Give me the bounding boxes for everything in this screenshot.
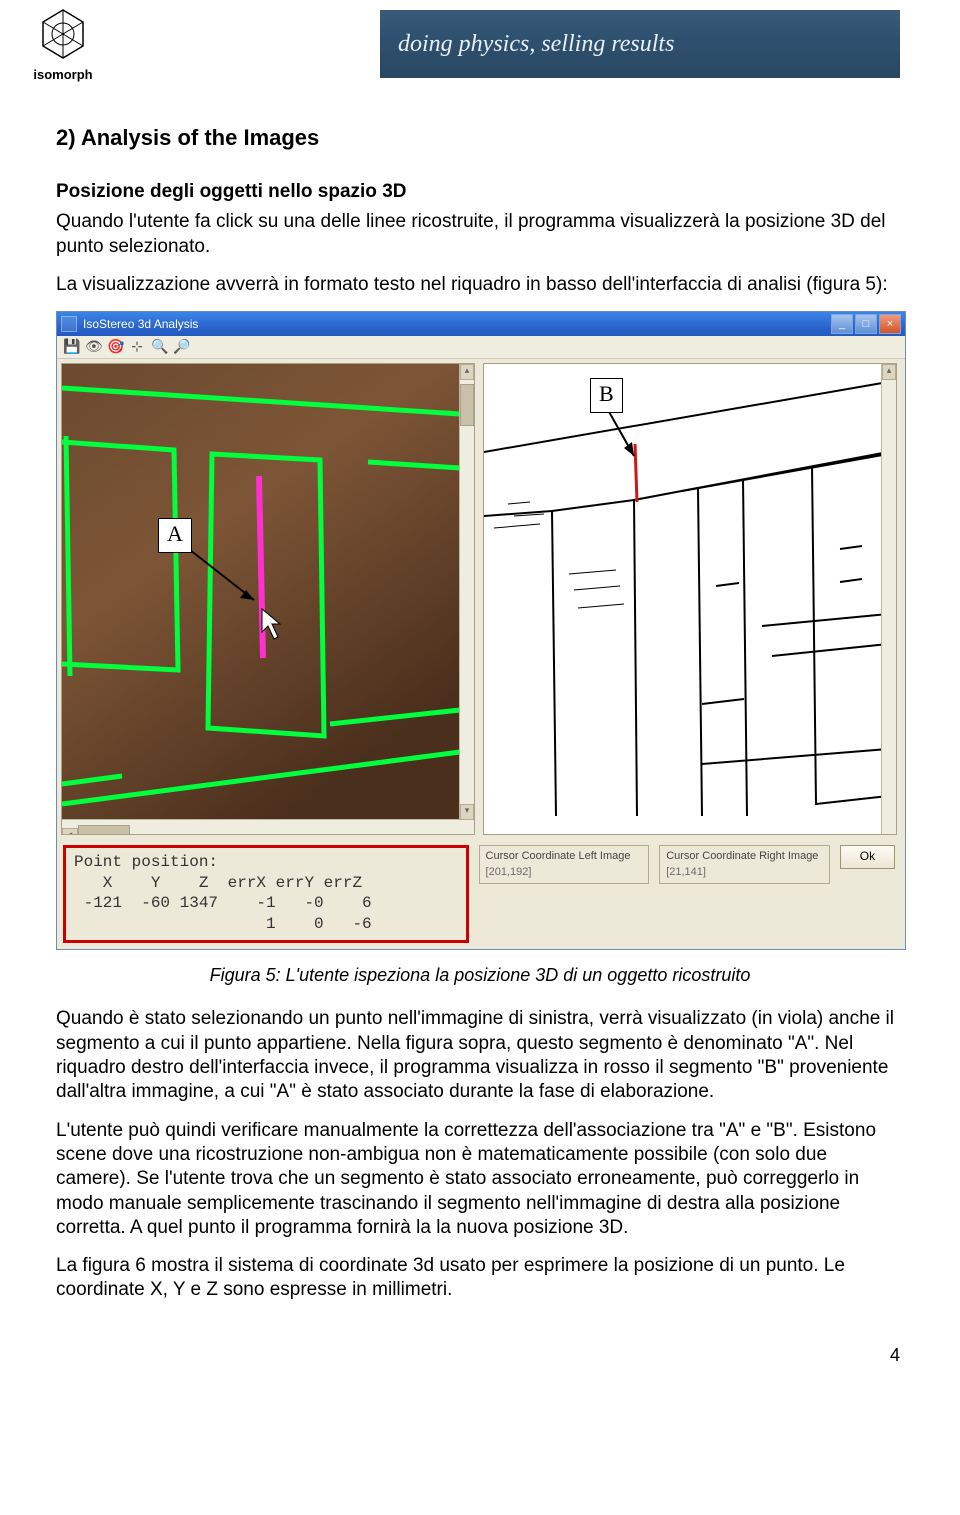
close-button[interactable]: ×	[879, 314, 901, 334]
section-subhead: Posizione degli oggetti nello spazio 3D	[56, 180, 904, 204]
screenshot-window: IsoStereo 3d Analysis _ □ × 💾 👁 🎯 ⊹ 🔍 🔎	[56, 311, 906, 950]
page-header: isomorph doing physics, selling results	[0, 0, 960, 100]
left-scrollbar-h[interactable]: ◂	[62, 819, 460, 834]
maximize-button[interactable]: □	[855, 314, 877, 334]
ok-button[interactable]: Ok	[840, 845, 895, 869]
window-title: IsoStereo 3d Analysis	[83, 317, 198, 332]
minimize-button[interactable]: _	[831, 314, 853, 334]
section-title: 2) Analysis of the Images	[56, 124, 904, 152]
page-number: 4	[0, 1341, 960, 1380]
body-para-1: Quando è stato selezionando un punto nel…	[56, 1007, 904, 1104]
label-a: A	[158, 518, 192, 552]
intro-para-1: Quando l'utente fa click su una delle li…	[56, 210, 904, 259]
logo: isomorph	[0, 0, 108, 82]
header-banner: doing physics, selling results	[380, 10, 900, 78]
pos-row-2: 1 0 -6	[74, 914, 458, 934]
cursor-left-label: Cursor Coordinate Left Image	[486, 849, 643, 863]
toolbar-target-icon[interactable]: 🎯	[107, 338, 123, 356]
figure-caption: Figura 5: L'utente ispeziona la posizion…	[56, 964, 904, 987]
body-para-2: L'utente può quindi verificare manualmen…	[56, 1119, 904, 1241]
right-scrollbar-v[interactable]: ▴	[881, 364, 896, 834]
toolbar-crosshair-icon[interactable]: ⊹	[129, 338, 145, 356]
pos-title: Point position:	[74, 852, 458, 872]
left-scrollbar-v[interactable]: ▴ ▾	[459, 364, 474, 834]
pos-row-1: -121 -60 1347 -1 -0 6	[74, 893, 458, 913]
body-para-3: La figura 6 mostra il sistema di coordin…	[56, 1254, 904, 1303]
cursor-right-value: [21,141]	[666, 865, 823, 879]
toolbar-zoomin-icon[interactable]: 🔍	[151, 338, 167, 356]
pos-headers: X Y Z errX errY errZ	[74, 873, 458, 893]
intro-para-2: La visualizzazione avverrà in formato te…	[56, 273, 904, 297]
isomorph-logo-icon	[40, 8, 86, 60]
cursor-left-value: [201,192]	[486, 865, 643, 879]
cursor-right-box: Cursor Coordinate Right Image [21,141]	[659, 845, 830, 883]
toolbar-view-icon[interactable]: 👁	[85, 338, 101, 356]
toolbar: 💾 👁 🎯 ⊹ 🔍 🔎	[57, 336, 905, 359]
cursor-left-box: Cursor Coordinate Left Image [201,192]	[479, 845, 650, 883]
point-position-box: Point position: X Y Z errX errY errZ -12…	[63, 845, 469, 943]
label-b: B	[590, 378, 623, 412]
cursor-right-label: Cursor Coordinate Right Image	[666, 849, 823, 863]
bottom-panel: Point position: X Y Z errX errY errZ -12…	[57, 839, 905, 949]
right-image-pane[interactable]: B ▴	[483, 363, 897, 835]
left-image-pane[interactable]: A ▴ ▾ ◂	[61, 363, 475, 835]
logo-text: isomorph	[18, 67, 108, 82]
arrow-a-icon	[62, 364, 474, 834]
arrow-b-icon	[484, 364, 896, 834]
app-icon	[61, 316, 77, 332]
window-titlebar: IsoStereo 3d Analysis _ □ ×	[57, 312, 905, 336]
toolbar-save-icon[interactable]: 💾	[63, 338, 79, 356]
toolbar-zoomout-icon[interactable]: 🔎	[173, 338, 189, 356]
